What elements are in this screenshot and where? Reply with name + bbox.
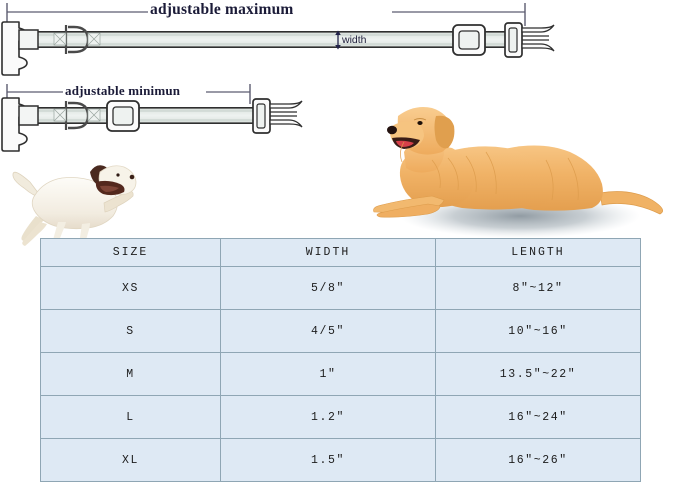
cell-length: 16"~24"	[435, 395, 641, 439]
cell-width: 4/5"	[220, 309, 436, 353]
cell-width: 1.5"	[220, 438, 436, 482]
cell-length: 13.5"~22"	[435, 352, 641, 396]
cell-width: 5/8"	[220, 266, 436, 310]
table-row: L 1.2" 16"~24"	[40, 395, 641, 439]
width-label: width	[342, 34, 367, 46]
table-row: XL 1.5" 16"~26"	[40, 438, 641, 482]
cell-width: 1.2"	[220, 395, 436, 439]
column-header-length: LENGTH	[435, 238, 641, 267]
cell-length: 10"~16"	[435, 309, 641, 353]
table-row: S 4/5" 10"~16"	[40, 309, 641, 353]
cell-size: XL	[40, 438, 221, 482]
size-chart-table: SIZE WIDTH LENGTH XS 5/8" 8"~12" S 4/5" …	[40, 238, 641, 482]
table-header-row: SIZE WIDTH LENGTH	[40, 238, 641, 267]
cell-size: L	[40, 395, 221, 439]
cell-length: 16"~26"	[435, 438, 641, 482]
adjustable-maximum-label: adjustable maximum	[150, 1, 294, 18]
table-row: M 1" 13.5"~22"	[40, 352, 641, 396]
cell-length: 8"~12"	[435, 266, 641, 310]
cell-width: 1"	[220, 352, 436, 396]
column-header-size: SIZE	[40, 238, 221, 267]
collar-diagram-minimum	[1, 97, 303, 152]
cell-size: XS	[40, 266, 221, 310]
cell-size: S	[40, 309, 221, 353]
running-dog-icon	[12, 165, 137, 250]
collar-diagram-maximum	[1, 21, 555, 76]
width-dimension-arrow	[335, 30, 341, 50]
column-header-width: WIDTH	[220, 238, 436, 267]
adjustable-minimum-bracket	[6, 84, 251, 104]
table-row: XS 5/8" 8"~12"	[40, 266, 641, 310]
adjustable-minimum-label: adjustable minimun	[65, 83, 181, 98]
cell-size: M	[40, 352, 221, 396]
lying-dog-icon	[373, 107, 663, 218]
